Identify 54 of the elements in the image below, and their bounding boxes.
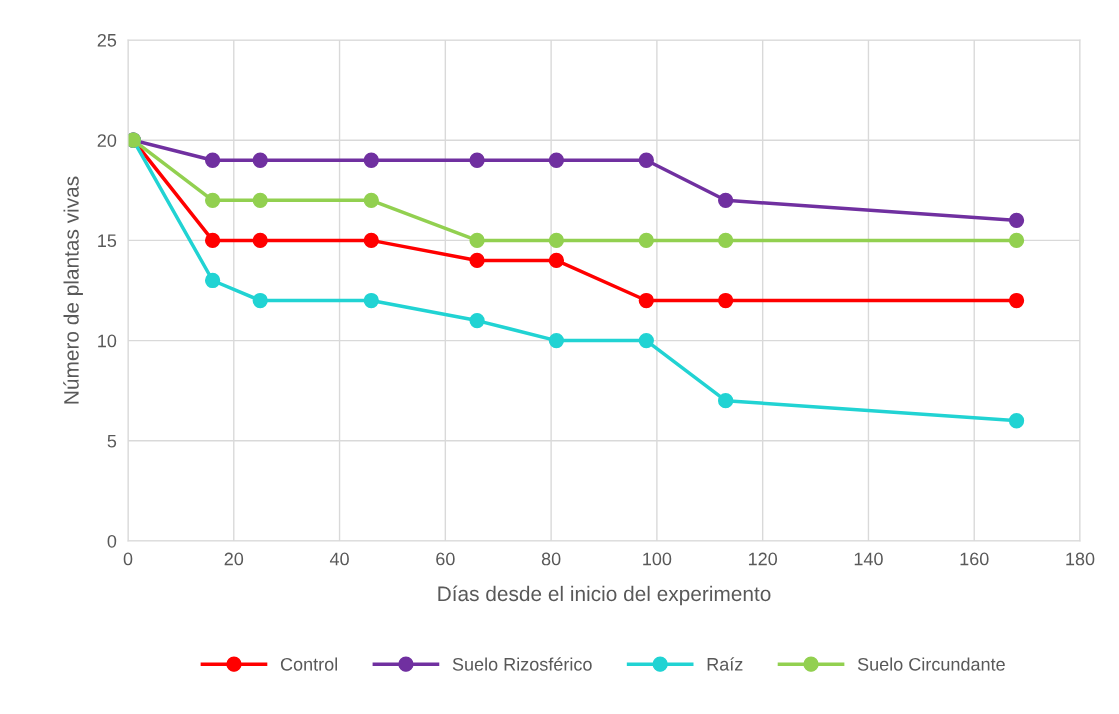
- point: [718, 232, 734, 249]
- y-tick-label: 5: [107, 434, 117, 448]
- point: [638, 232, 654, 249]
- point: [252, 192, 268, 208]
- point: [638, 332, 654, 349]
- y-tick-label: 25: [97, 33, 117, 47]
- point: [204, 152, 221, 168]
- point: [363, 152, 379, 168]
- point: [204, 272, 221, 289]
- legend-label: Suelo Circundante: [857, 657, 1005, 671]
- x-tick-label: 80: [541, 552, 561, 566]
- legend-label: Suelo Rizosférico: [452, 657, 592, 671]
- point: [1008, 212, 1025, 228]
- point: [469, 232, 485, 249]
- point: [548, 232, 565, 249]
- y-tick-label: 10: [98, 334, 117, 348]
- point: [638, 152, 654, 168]
- point: [718, 393, 734, 409]
- point: [363, 192, 379, 208]
- x-tick-label: 140: [854, 552, 883, 566]
- y-axis-title: Número de plantas vivas: [63, 176, 83, 404]
- y-tick-label: 15: [98, 234, 117, 248]
- y-tick-label: 20: [97, 134, 117, 147]
- x-tick-label: 100: [643, 552, 672, 566]
- x-tick-label: 160: [960, 552, 989, 566]
- x-tick-label: 40: [329, 552, 349, 566]
- point: [1008, 413, 1025, 429]
- point: [548, 152, 565, 168]
- point: [363, 292, 379, 309]
- point: [469, 312, 485, 329]
- point: [718, 292, 734, 309]
- point: [1008, 292, 1025, 309]
- y-tick-label: 0: [107, 534, 117, 548]
- point: [638, 292, 654, 309]
- point: [252, 232, 268, 249]
- x-tick-label: 180: [1066, 552, 1095, 566]
- point: [1008, 232, 1025, 249]
- x-tick-label: 20: [224, 552, 244, 566]
- point: [548, 252, 565, 269]
- point: [548, 332, 565, 349]
- legend-label: Control: [280, 657, 338, 671]
- point: [204, 192, 221, 208]
- point: [252, 152, 268, 168]
- legend-label: Raíz: [707, 657, 743, 671]
- x-tick-label: 60: [436, 552, 455, 566]
- point: [363, 232, 379, 249]
- x-tick-label: 120: [748, 552, 778, 566]
- point: [204, 232, 221, 249]
- x-tick-label: 0: [123, 552, 133, 566]
- x-axis-title: Días desde el inicio del experimento: [438, 585, 771, 606]
- point: [252, 292, 268, 309]
- point: [469, 152, 485, 168]
- point: [469, 252, 485, 269]
- point: [718, 192, 734, 208]
